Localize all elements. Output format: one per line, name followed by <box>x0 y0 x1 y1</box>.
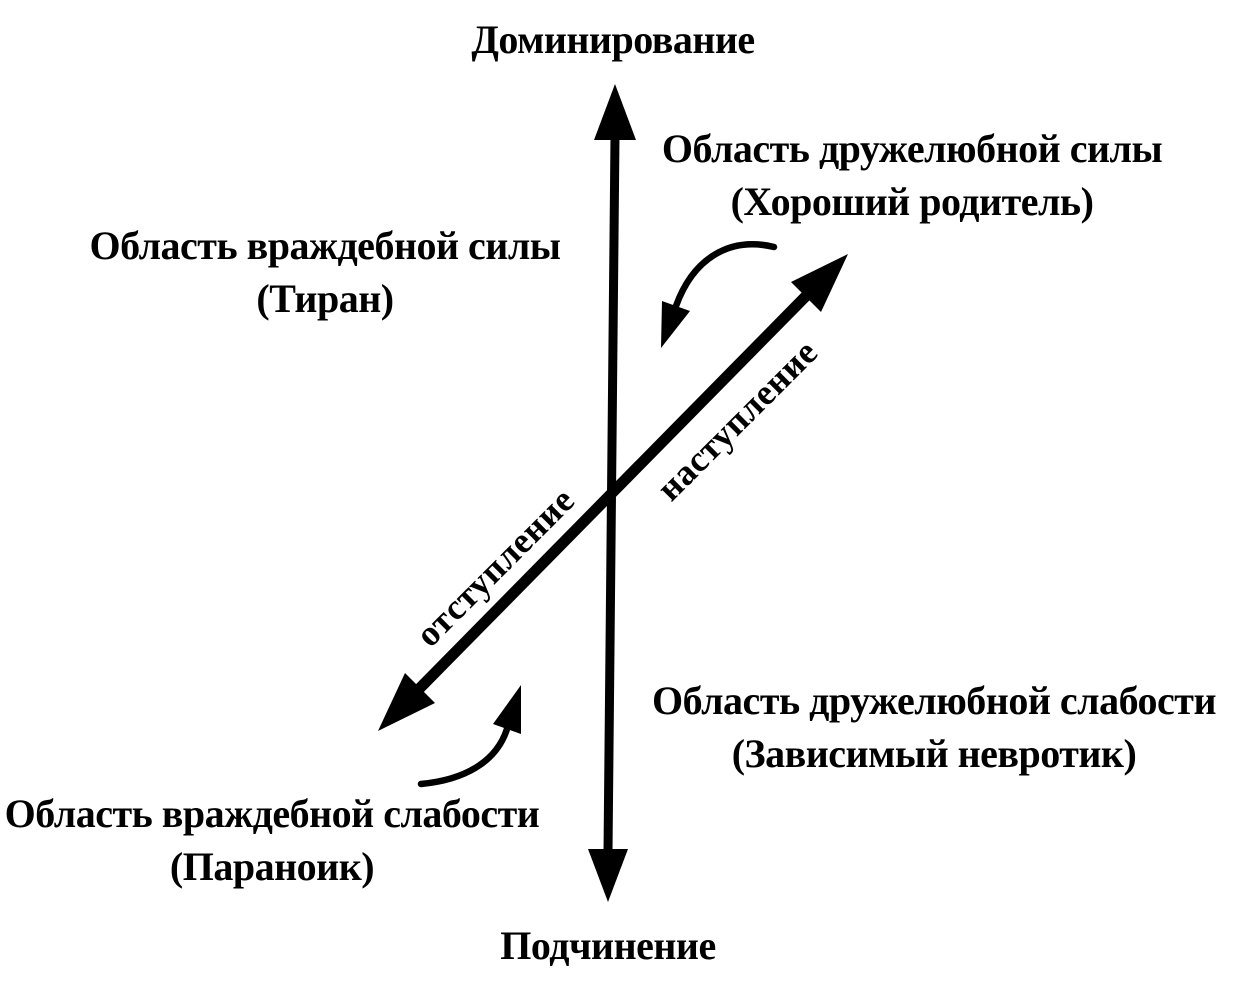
quadrant-bottom-left-line1: Область враждебной слабости <box>4 791 540 836</box>
quadrant-top-right-line1: Область дружелюбной силы <box>661 126 1163 171</box>
quadrant-label-top-right: Область дружелюбной силы (Хороший родите… <box>661 122 1163 228</box>
curved-arrowhead-bottom-icon <box>493 685 521 734</box>
quadrant-label-bottom-right: Область дружелюбной слабости (Зависимый … <box>652 674 1217 780</box>
diagonal-axis-arrow <box>378 254 848 731</box>
curved-arrow-bottom <box>417 685 521 788</box>
quadrant-bottom-left-line2: (Параноик) <box>169 844 375 889</box>
quadrant-label-top-left: Область враждебной силы (Тиран) <box>89 219 561 325</box>
quadrant-label-bottom-left: Область враждебной слабости (Параноик) <box>5 787 540 893</box>
axis-label-dominance: Доминирование <box>471 17 755 62</box>
arrowhead-up-icon <box>594 84 636 140</box>
arrowhead-up-right-icon <box>791 254 848 312</box>
axis-label-submission: Подчинение <box>500 923 716 968</box>
curved-arrowhead-top-icon <box>661 301 690 348</box>
quadrant-bottom-right-line2: (Зависимый невротик) <box>731 731 1137 776</box>
arrowhead-down-left-icon <box>378 673 435 731</box>
quadrant-top-left-line2: (Тиран) <box>256 276 394 321</box>
quadrant-top-left-line1: Область враждебной силы <box>89 223 561 268</box>
arrowhead-down-icon <box>588 849 628 902</box>
quadrant-top-right-line2: (Хороший родитель) <box>730 179 1094 224</box>
quadrant-bottom-right-line1: Область дружелюбной слабости <box>652 678 1217 723</box>
curved-arrow-top <box>661 241 778 348</box>
